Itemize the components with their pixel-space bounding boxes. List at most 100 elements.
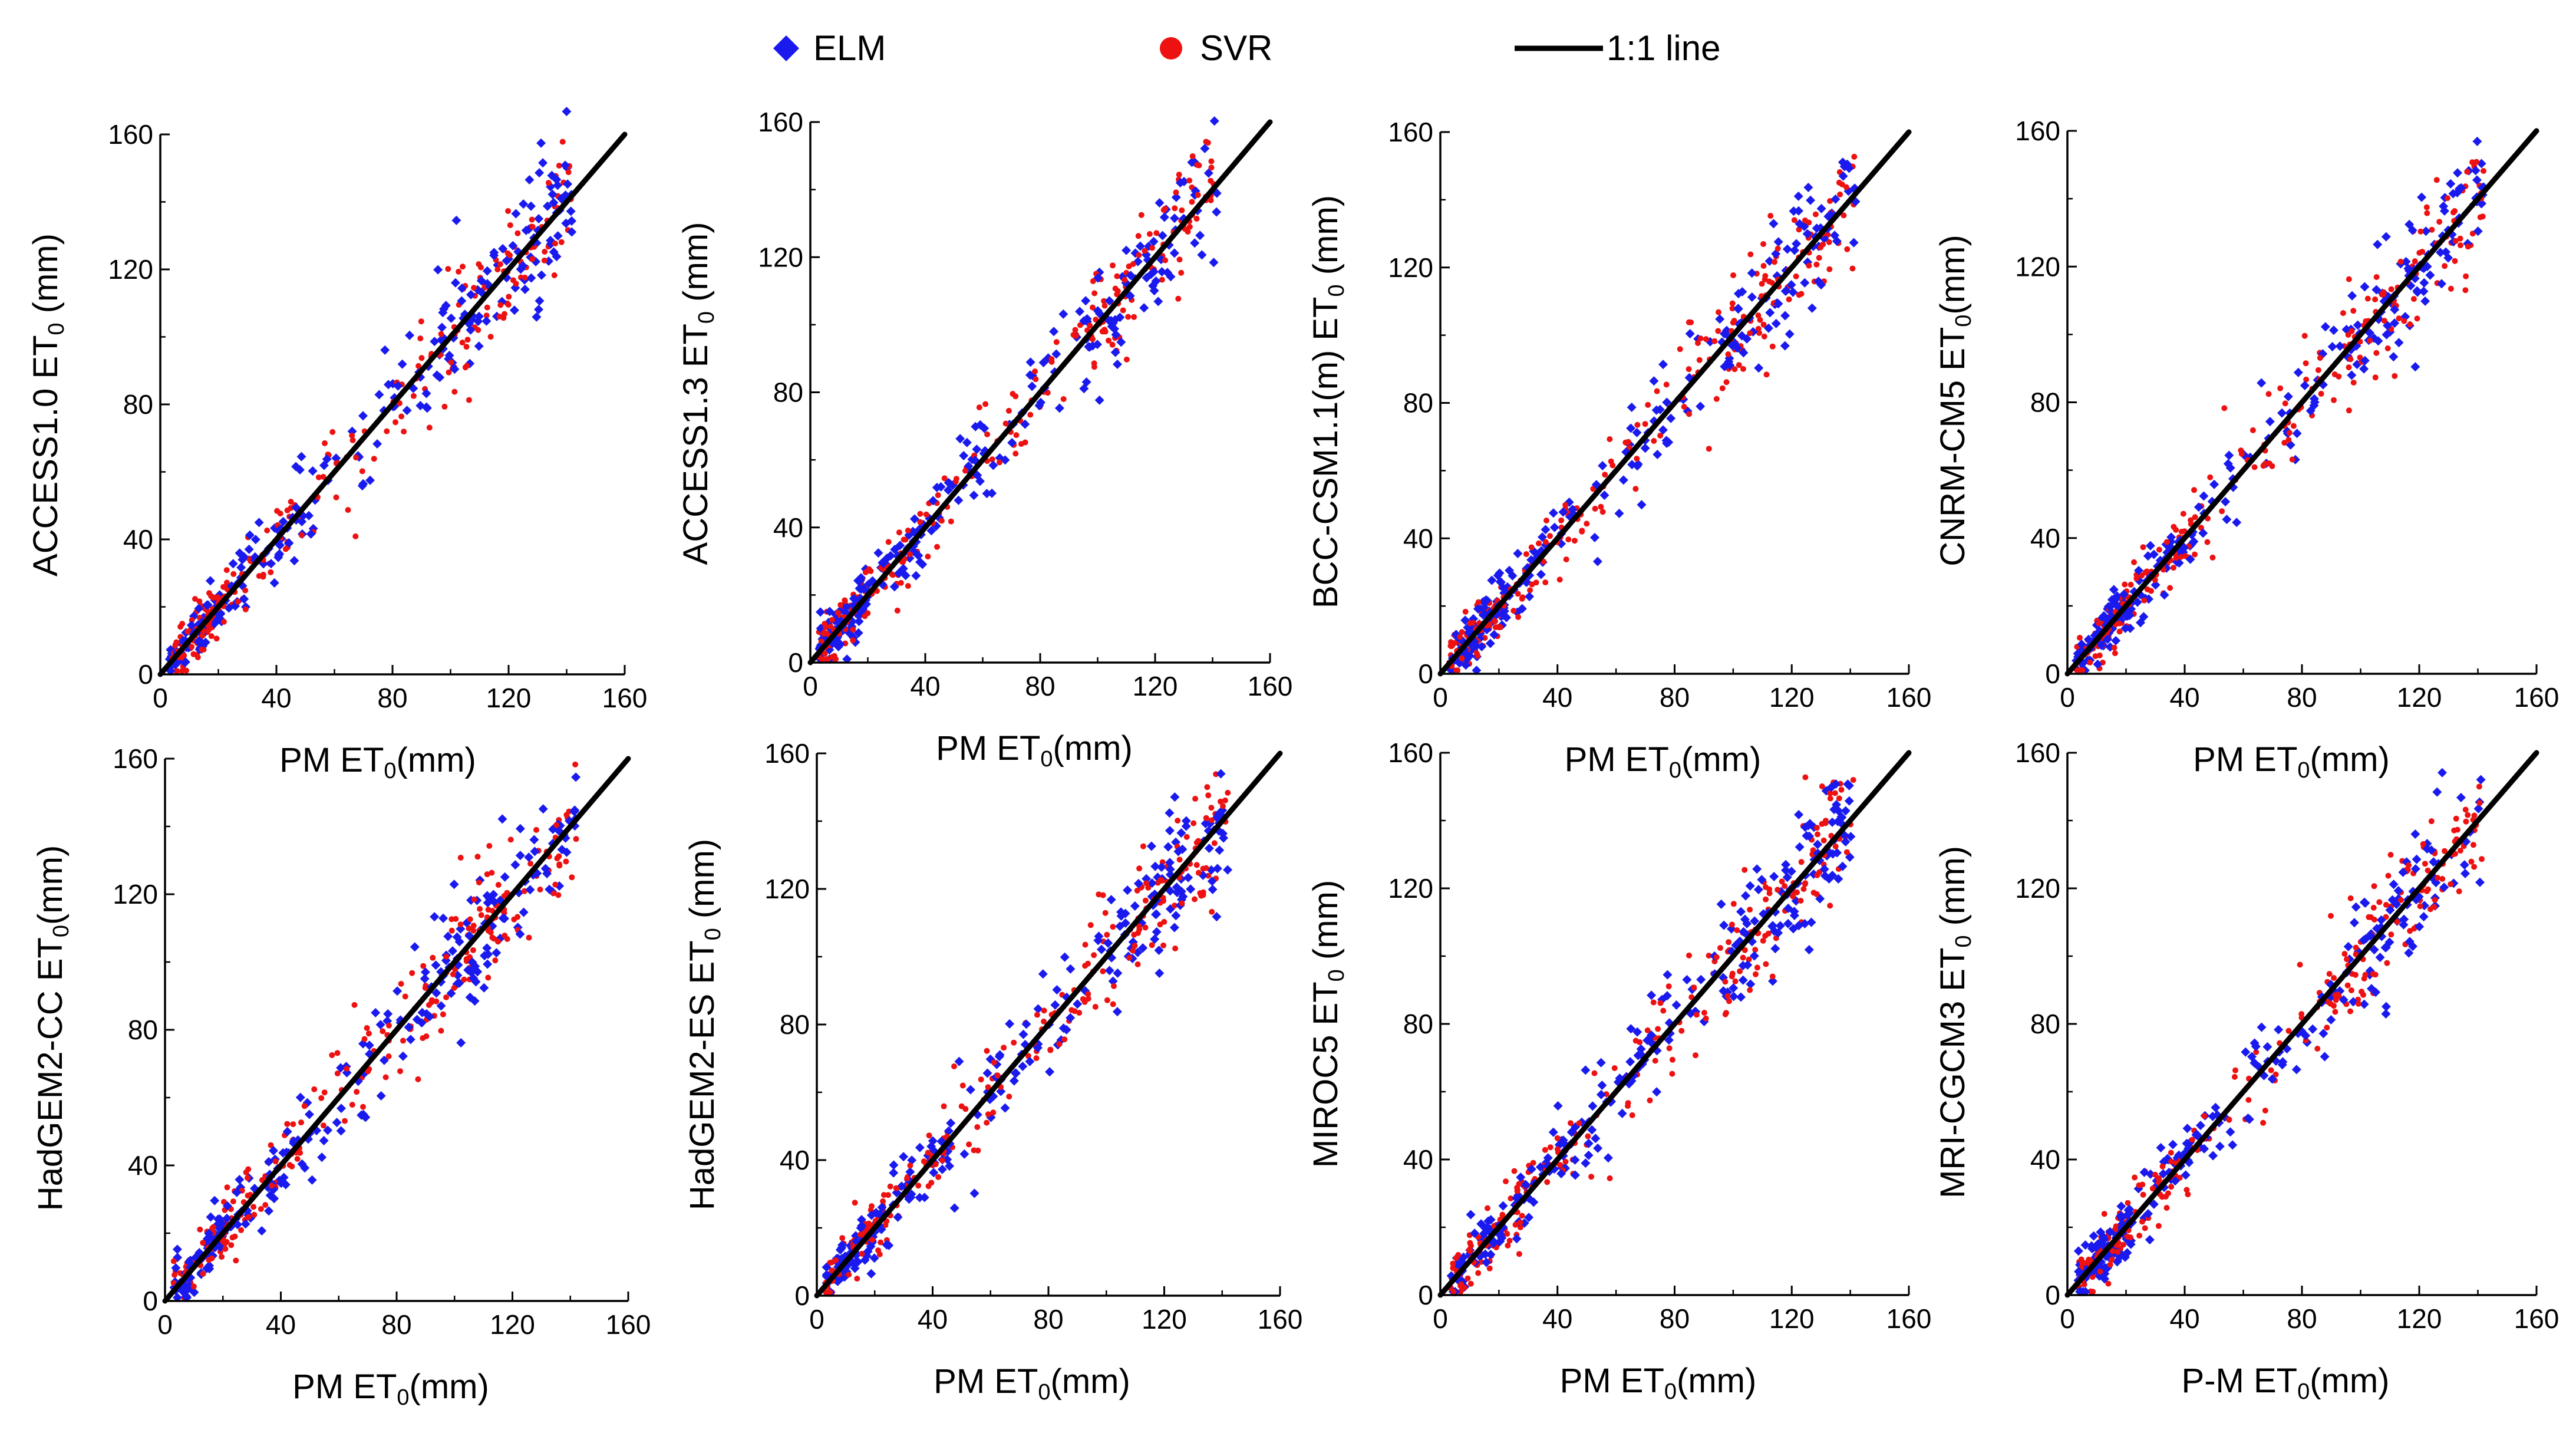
svr-point xyxy=(1087,322,1093,329)
elm-point xyxy=(954,495,964,505)
elm-point xyxy=(2436,279,2446,289)
elm-point xyxy=(443,931,453,941)
svr-point xyxy=(850,637,856,644)
elm-point xyxy=(857,1221,867,1231)
svr-point xyxy=(1090,278,1096,284)
elm-point xyxy=(1568,505,1578,515)
svr-point xyxy=(569,874,575,881)
one-to-one-line-2 xyxy=(807,119,1273,666)
svr-point xyxy=(1143,880,1149,887)
elm-point xyxy=(410,942,420,952)
elm-point xyxy=(1640,443,1650,453)
elm-point xyxy=(2111,635,2121,645)
elm-point xyxy=(444,351,454,360)
elm-point xyxy=(954,1056,964,1066)
elm-point xyxy=(482,891,492,901)
svr-point xyxy=(563,858,569,865)
svr-point xyxy=(991,1059,997,1066)
elm-point xyxy=(405,1035,415,1045)
svr-point xyxy=(2238,450,2245,457)
svr-point xyxy=(2370,904,2377,911)
svr-point xyxy=(286,1162,293,1168)
svr-point xyxy=(894,607,901,614)
svr-point xyxy=(2219,508,2225,515)
svr-point xyxy=(984,431,991,437)
elm-point xyxy=(2360,282,2370,292)
x-tick-label: 120 xyxy=(1769,1303,1815,1334)
elm-point xyxy=(1696,401,1706,411)
elm-point xyxy=(1781,859,1791,869)
svr-point xyxy=(446,369,452,375)
svr-point xyxy=(859,1250,865,1257)
svr-point xyxy=(985,1084,991,1091)
svr-point xyxy=(1819,821,1825,827)
x-tick-label: 120 xyxy=(1769,682,1815,713)
svr-point xyxy=(352,533,359,539)
elm-point xyxy=(245,530,255,540)
elm-point xyxy=(1733,304,1743,314)
svr-point xyxy=(1492,624,1499,631)
elm-point xyxy=(2083,634,2093,644)
svr-point xyxy=(2303,360,2309,367)
elm-point xyxy=(549,197,559,207)
svr-point xyxy=(1110,1001,1116,1007)
elm-point xyxy=(560,160,570,170)
svr-point xyxy=(397,1068,403,1075)
svr-point xyxy=(1504,1231,1510,1237)
y-tick-label: 80 xyxy=(773,377,803,408)
svr-point xyxy=(1681,404,1687,410)
svr-point xyxy=(1457,634,1463,640)
elm-point xyxy=(1661,436,1671,446)
svr-point xyxy=(1149,245,1155,251)
svr-point xyxy=(1737,968,1743,974)
svr-point xyxy=(1731,366,1738,373)
svr-point xyxy=(2171,523,2177,530)
elm-point xyxy=(1470,1228,1480,1238)
svr-point xyxy=(1786,296,1792,302)
svr-point xyxy=(1205,792,1212,799)
svr-point xyxy=(1450,1289,1457,1295)
elm-point xyxy=(1738,975,1748,985)
svr-point xyxy=(1091,364,1097,370)
svr-point xyxy=(2136,1182,2142,1188)
svr-point xyxy=(200,1240,206,1246)
svr-point xyxy=(1195,192,1201,198)
svr-point xyxy=(1741,867,1748,873)
elm-point xyxy=(2422,262,2432,272)
elm-point xyxy=(289,556,299,566)
elm-point xyxy=(2265,417,2275,427)
svr-point xyxy=(948,518,954,525)
elm-point xyxy=(1151,276,1161,286)
elm-point xyxy=(421,388,431,398)
svr-point xyxy=(2156,1175,2162,1181)
svr-point xyxy=(2463,273,2469,279)
svr-point xyxy=(1519,595,1525,602)
svr-point xyxy=(978,1076,984,1083)
elm-point xyxy=(172,1244,182,1254)
elm-point xyxy=(323,1125,333,1135)
svr-point xyxy=(1192,896,1198,902)
y-axis-title-3: BCC-CSM1.1(m) ET0 (mm) xyxy=(1307,195,1349,608)
svr-point xyxy=(2341,951,2348,957)
elm-point xyxy=(430,337,440,347)
svr-point xyxy=(1691,984,1697,991)
svr-point xyxy=(441,403,448,410)
x-tick-label: 160 xyxy=(2514,682,2559,713)
svr-point xyxy=(222,1246,229,1252)
elm-point xyxy=(1816,203,1826,213)
elm-point xyxy=(307,1175,317,1185)
svr-point xyxy=(2340,310,2346,317)
elm-point xyxy=(2232,518,2242,528)
svr-point xyxy=(1109,341,1116,348)
svr-point xyxy=(925,1149,931,1156)
elm-point xyxy=(518,261,528,271)
elm-point xyxy=(2225,1127,2235,1137)
svr-point xyxy=(190,1283,197,1290)
elm-point xyxy=(1489,630,1499,640)
elm-point xyxy=(1097,944,1106,954)
svr-point xyxy=(1076,1010,1083,1016)
elm-point xyxy=(1783,918,1793,928)
svr-point xyxy=(1448,643,1454,650)
legend: ELM SVR 1:1 line xyxy=(773,28,1720,68)
